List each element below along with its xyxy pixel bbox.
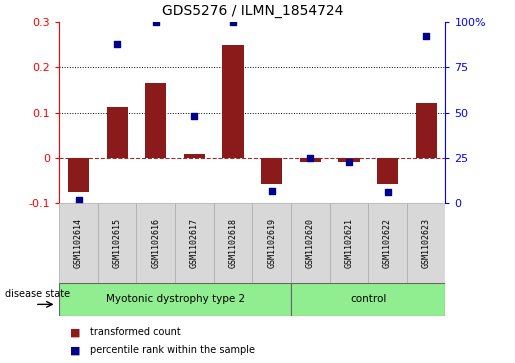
Bar bbox=[136, 203, 175, 283]
Bar bbox=[68, 158, 89, 192]
Text: GSM1102617: GSM1102617 bbox=[190, 218, 199, 268]
Text: GSM1102620: GSM1102620 bbox=[306, 218, 315, 268]
Point bbox=[268, 188, 276, 193]
Text: GSM1102622: GSM1102622 bbox=[383, 218, 392, 268]
Text: ■: ■ bbox=[70, 327, 80, 337]
Bar bbox=[59, 203, 98, 283]
Text: transformed count: transformed count bbox=[90, 327, 181, 337]
Bar bbox=[184, 154, 205, 158]
Text: ■: ■ bbox=[70, 345, 80, 355]
Point bbox=[113, 41, 122, 46]
Bar bbox=[368, 203, 407, 283]
Bar bbox=[338, 158, 359, 162]
Bar bbox=[407, 203, 445, 283]
Text: GSM1102614: GSM1102614 bbox=[74, 218, 83, 268]
Bar bbox=[291, 283, 445, 316]
Point bbox=[229, 19, 237, 25]
Bar bbox=[59, 283, 291, 316]
Bar bbox=[377, 158, 398, 184]
Bar bbox=[98, 203, 136, 283]
Point bbox=[74, 197, 82, 203]
Bar bbox=[145, 83, 166, 158]
Title: GDS5276 / ILMN_1854724: GDS5276 / ILMN_1854724 bbox=[162, 4, 343, 18]
Point bbox=[306, 155, 314, 161]
Text: GSM1102615: GSM1102615 bbox=[113, 218, 122, 268]
Bar bbox=[175, 203, 214, 283]
Point bbox=[422, 33, 431, 39]
Bar bbox=[222, 45, 244, 158]
Bar bbox=[214, 203, 252, 283]
Point bbox=[190, 113, 198, 119]
Text: GSM1102623: GSM1102623 bbox=[422, 218, 431, 268]
Point bbox=[151, 19, 160, 25]
Bar bbox=[107, 107, 128, 158]
Text: GSM1102616: GSM1102616 bbox=[151, 218, 160, 268]
Point bbox=[383, 189, 392, 195]
Text: GSM1102619: GSM1102619 bbox=[267, 218, 276, 268]
Text: disease state: disease state bbox=[5, 289, 70, 299]
Text: control: control bbox=[350, 294, 386, 305]
Bar bbox=[291, 203, 330, 283]
Text: GSM1102618: GSM1102618 bbox=[229, 218, 237, 268]
Text: GSM1102621: GSM1102621 bbox=[345, 218, 353, 268]
Bar bbox=[300, 158, 321, 162]
Bar bbox=[261, 158, 282, 184]
Text: percentile rank within the sample: percentile rank within the sample bbox=[90, 345, 255, 355]
Text: Myotonic dystrophy type 2: Myotonic dystrophy type 2 bbox=[106, 294, 245, 305]
Bar bbox=[330, 203, 368, 283]
Bar bbox=[252, 203, 291, 283]
Bar bbox=[416, 102, 437, 158]
Point bbox=[345, 159, 353, 164]
